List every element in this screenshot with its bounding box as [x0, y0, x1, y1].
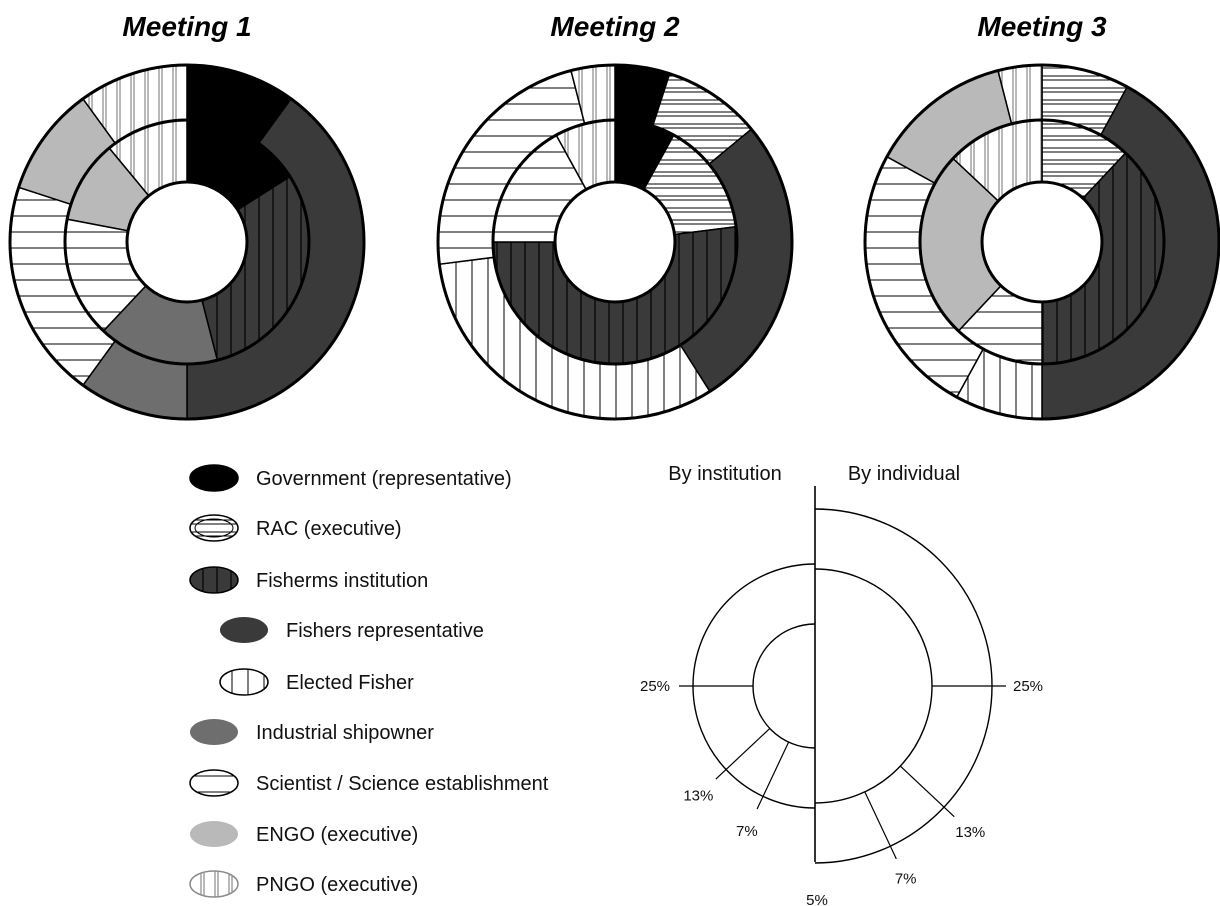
key-right-inner-arc — [814, 568, 933, 804]
legend-item-fisherms-institution: Fisherms institution — [189, 566, 428, 594]
inner-ring-outline — [491, 118, 739, 366]
legend-label: Fishers representative — [286, 620, 484, 642]
outer-ring-outline — [8, 63, 366, 421]
legend-item-fishers-representative: Fishers representative — [220, 617, 484, 643]
legend-item-elected-fisher: Elected Fisher — [219, 668, 414, 696]
key-right-tick-label: 13% — [955, 824, 985, 841]
meeting-1-donut — [8, 63, 366, 421]
size-key: By institution By individual 25% 13% 7% 25%… — [640, 463, 1043, 906]
legend-label: Fisherms institution — [256, 570, 428, 592]
legend-label: Elected Fisher — [286, 672, 414, 694]
key-left-tick — [715, 728, 771, 780]
key-left-tick — [756, 741, 790, 810]
legend-item-pngo-executive: PNGO (executive) — [189, 870, 418, 898]
key-right-tick-label: 5% — [806, 892, 828, 906]
legend-label: ENGO (executive) — [256, 824, 418, 846]
legend: Government (representative) RAC (executiv… — [189, 464, 549, 898]
legend-item-scientist-science-establishment: Scientist / Science establishment — [189, 769, 549, 797]
legend-item-government-representative: Government (representative) — [189, 464, 512, 492]
legend-swatch-fisherms — [189, 566, 239, 594]
donut-hole — [980, 180, 1104, 304]
legend-label: RAC (executive) — [256, 518, 402, 540]
outer-ring-outline — [436, 63, 794, 421]
legend-swatch-inner-ring — [194, 518, 234, 538]
legend-swatch-elected — [219, 668, 269, 696]
legend-swatch-scientist — [189, 769, 239, 797]
key-left-inner-arc — [752, 623, 816, 749]
legend-swatch-fishers_rep — [220, 617, 268, 643]
inner-ring-outline — [918, 118, 1166, 366]
donut-hole — [553, 180, 677, 304]
key-right-heading: By individual — [848, 463, 960, 485]
meeting-1-title: Meeting 1 — [122, 11, 251, 42]
legend-label: PNGO (executive) — [256, 874, 418, 896]
key-right-tick — [864, 791, 897, 860]
legend-label: Government (representative) — [256, 468, 512, 490]
key-right-tick-label: 7% — [895, 871, 917, 888]
legend-swatch-government — [189, 464, 239, 492]
legend-swatch-shipowner — [190, 719, 238, 745]
outer-ring-outline — [863, 63, 1220, 421]
meeting-3-title: Meeting 3 — [977, 11, 1107, 42]
legend-item-engo-executive: ENGO (executive) — [190, 821, 418, 847]
legend-item-rac-executive: RAC (executive) — [189, 514, 402, 542]
donut-hole — [125, 180, 249, 304]
key-left-tick-label: 7% — [736, 823, 758, 840]
key-right-tick-label: 25% — [1013, 678, 1043, 695]
legend-swatch-engo — [190, 821, 238, 847]
inner-ring-outline — [63, 118, 311, 366]
key-right-tick — [899, 765, 955, 818]
legend-item-industrial-shipowner: Industrial shipowner — [190, 719, 434, 745]
meeting-3-donut — [863, 63, 1220, 421]
key-left-tick-label: 13% — [683, 788, 713, 805]
meeting-2-title: Meeting 2 — [550, 11, 680, 42]
meeting-2-donut — [436, 63, 794, 421]
key-left-heading: By institution — [668, 463, 781, 485]
legend-label: Industrial shipowner — [256, 722, 434, 744]
key-left-tick-label: 25% — [640, 678, 670, 695]
legend-swatch-pngo — [189, 870, 239, 898]
legend-label: Scientist / Science establishment — [256, 773, 549, 795]
